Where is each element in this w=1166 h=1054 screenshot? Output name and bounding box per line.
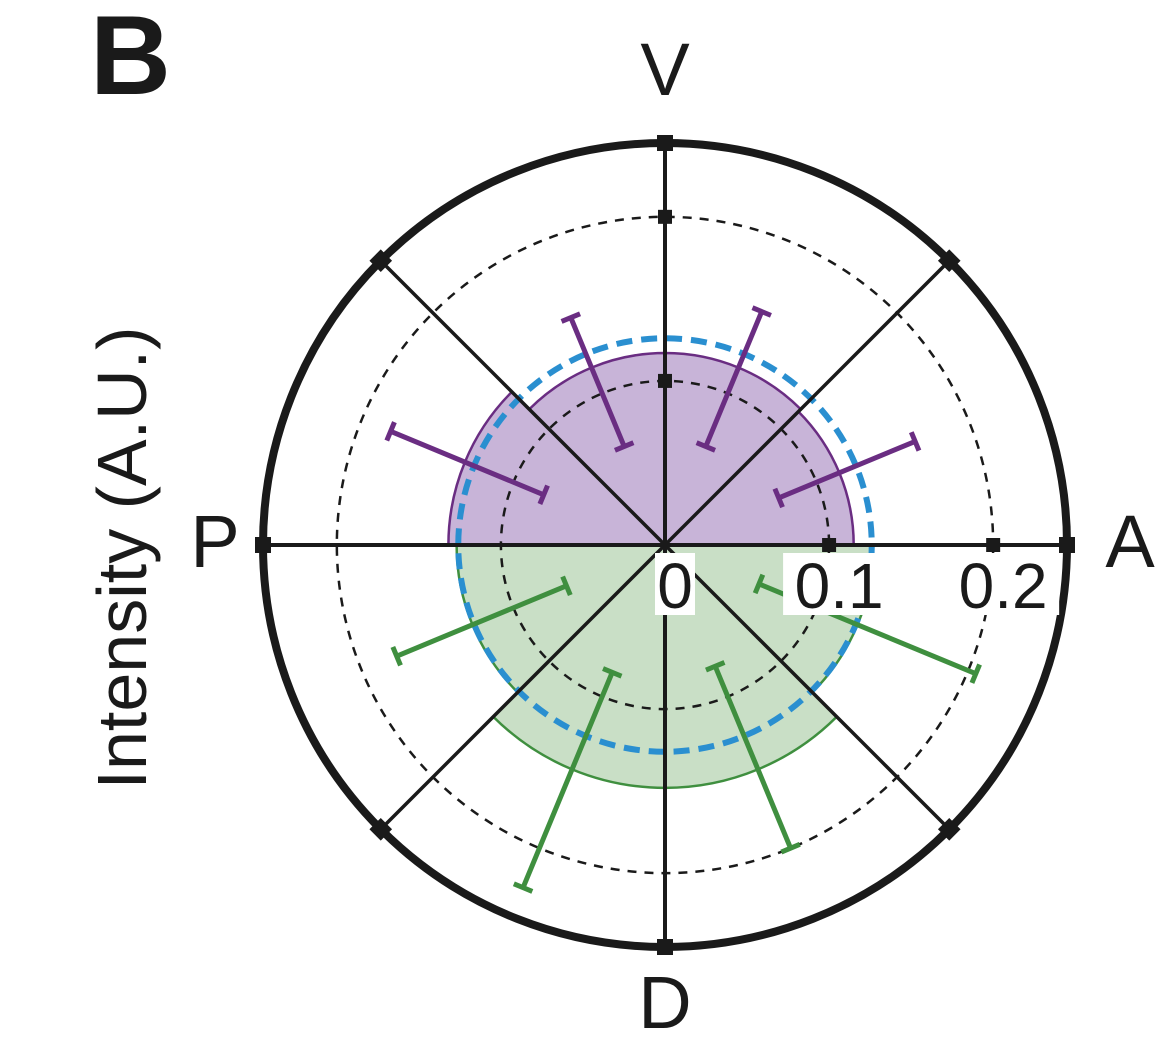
tick-label-0.2: 0.2 (959, 550, 1048, 622)
error-cap-3-0 (537, 484, 550, 505)
frame-tick-270 (657, 939, 673, 955)
error-cap-5-0 (602, 666, 623, 679)
error-cap-4-1 (390, 645, 403, 667)
radial-tick-0.2-90 (658, 209, 672, 224)
error-cap-2-1 (560, 311, 582, 324)
error-bar-1 (703, 310, 765, 448)
spoke-225 (379, 543, 667, 831)
error-cap-4-0 (560, 575, 573, 597)
error-bars (384, 305, 982, 894)
error-bar-2 (568, 316, 627, 448)
error-cap-7-0 (752, 573, 766, 595)
chart-labels: 0 0.1 0.2 V D P A (190, 28, 1155, 1044)
error-bar-6 (712, 665, 793, 850)
error-cap-5-1 (512, 881, 534, 894)
direction-label-top: V (640, 28, 690, 111)
radial-tick-0.1-90 (658, 373, 672, 388)
frame-tick-180 (255, 537, 271, 553)
direction-label-right: A (1105, 500, 1155, 583)
frame-tick-90 (657, 135, 673, 151)
error-cap-2-0 (613, 440, 635, 453)
error-cap-3-1 (384, 421, 397, 442)
error-cap-7-1 (969, 663, 982, 684)
tick-label-bg-0.1 (783, 553, 896, 615)
error-bar-4 (395, 583, 568, 659)
error-cap-0-1 (908, 431, 922, 452)
error-cap-1-0 (695, 440, 717, 453)
frame-tick-0 (1059, 537, 1075, 553)
error-cap-6-1 (780, 842, 801, 855)
spoke-135 (379, 259, 667, 547)
panel-letter: B (90, 0, 171, 118)
tick-label-bg-0 (655, 553, 695, 615)
frame-tick-225 (369, 817, 393, 841)
frame-tick-315 (937, 817, 961, 841)
tick-label-bg-0.2 (947, 553, 1060, 615)
radial-tick-0.2-0 (986, 538, 1001, 552)
error-bar-3 (389, 429, 545, 498)
spoke-315 (663, 543, 951, 831)
error-cap-0-0 (772, 487, 785, 509)
direction-label-left: P (190, 500, 239, 583)
tick-label-0: 0 (657, 550, 693, 622)
spoke-45 (663, 259, 951, 547)
error-bar-5 (520, 671, 615, 889)
error-cap-1-1 (751, 305, 772, 318)
error-bar-0 (777, 439, 917, 501)
tick-label-0.1: 0.1 (795, 550, 884, 622)
direction-label-bottom: D (638, 961, 691, 1044)
error-cap-6-0 (705, 660, 726, 673)
radial-tick-0.1-0 (822, 538, 837, 552)
